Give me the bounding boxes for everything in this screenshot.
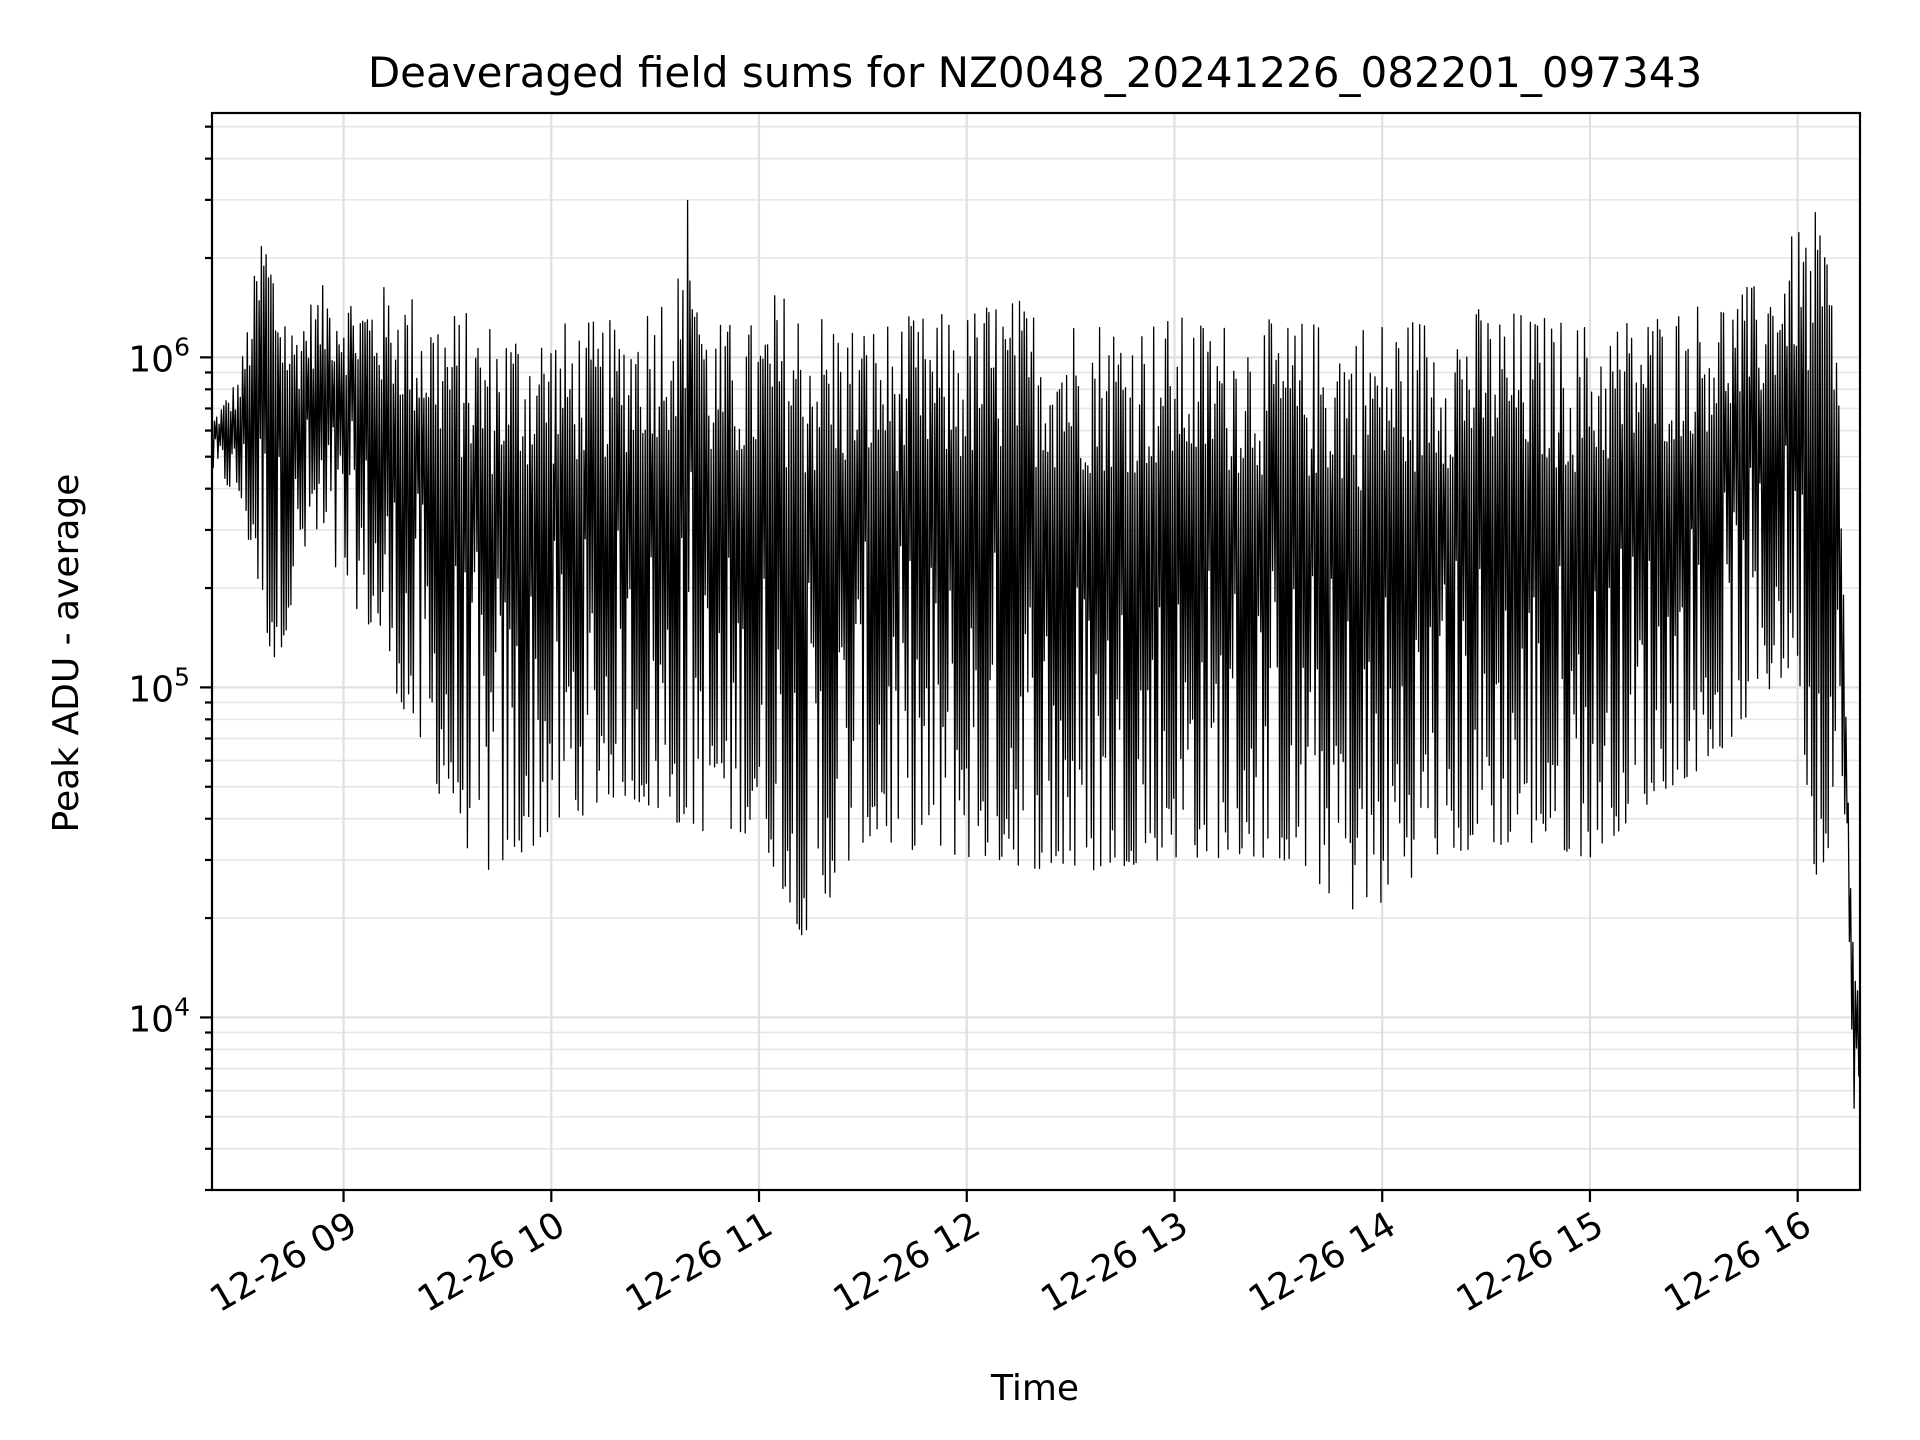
x-tick-label: 12-26 14 [1242,1204,1403,1320]
x-tick-label: 12-26 09 [203,1204,364,1320]
y-tick-label: 106 [128,332,190,380]
chart-title: Deaveraged field sums for NZ0048_2024122… [368,48,1702,97]
x-axis: 12-26 09 12-26 10 12-26 11 12-26 12 12-26 13… [203,1190,1818,1321]
x-tick-label: 12-26 11 [619,1204,780,1320]
x-tick-label: 12-26 16 [1658,1204,1819,1320]
x-axis-label: Time [990,1368,1079,1409]
y-tick-label: 104 [128,992,190,1040]
y-axis-label: Peak ADU - average [46,474,87,833]
x-tick-label: 12-26 15 [1450,1204,1611,1320]
plot-frame [210,111,1862,1192]
x-tick-label: 12-26 10 [411,1204,572,1320]
x-tick-label: 12-26 12 [827,1204,988,1320]
y-axis: 104 105 106 [128,125,212,1192]
series-group [211,199,1861,1109]
y-tick-label: 105 [128,662,190,710]
series-line [211,199,1861,1109]
x-tick-label: 12-26 13 [1034,1204,1195,1320]
